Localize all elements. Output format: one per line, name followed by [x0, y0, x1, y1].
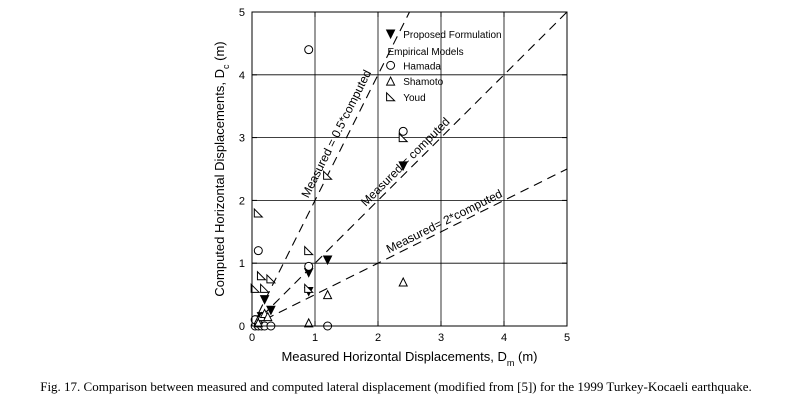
point-hamada — [304, 45, 314, 55]
x-tick-label: 5 — [564, 332, 570, 344]
point-proposed-formulation — [259, 295, 270, 305]
point-proposed-formulation — [266, 305, 276, 316]
point-youd — [398, 132, 409, 143]
point-shamoto — [322, 289, 333, 300]
point-hamada — [398, 126, 408, 136]
x-tick-label: 0 — [249, 332, 255, 344]
legend-marker — [385, 75, 396, 86]
point-youd — [260, 283, 270, 293]
point-proposed-formulation — [322, 255, 333, 266]
point-hamada — [304, 261, 314, 271]
y-axis-label: Computed Horizontal Displacements, Dc (m… — [212, 41, 231, 296]
reference-line — [251, 11, 410, 327]
axis-ticks: 0 1 2 3 4 5 0 1 2 3 4 5 — [239, 7, 570, 344]
x-axis-label: Measured Horizontal Displacements, Dm (m… — [281, 349, 537, 368]
point-youd — [304, 245, 314, 256]
figure-caption: Fig. 17. Comparison between measured and… — [40, 379, 752, 394]
reference-line — [251, 11, 568, 327]
legend-label: Proposed Formulation — [403, 30, 501, 41]
plot-frame — [251, 11, 568, 327]
reference-line-label: Measured= 2*computed — [384, 187, 505, 257]
y-tick-label: 1 — [239, 258, 245, 270]
y-tick-label: 4 — [239, 70, 245, 82]
point-shamoto — [398, 276, 409, 287]
reference-line — [251, 168, 568, 327]
x-tick-label: 2 — [375, 332, 381, 344]
point-youd — [250, 283, 261, 293]
point-youd — [304, 283, 314, 293]
legend-label: Shamoto — [403, 77, 443, 88]
y-tick-label: 3 — [239, 133, 245, 145]
y-tick-label: 2 — [239, 195, 245, 207]
x-tick-label: 3 — [438, 332, 444, 344]
point-youd — [253, 207, 264, 218]
reference-lines — [251, 11, 568, 327]
point-hamada — [253, 246, 263, 256]
x-tick-label: 4 — [501, 332, 507, 344]
legend-heading: Empirical Models — [387, 47, 463, 58]
legend: Proposed Formulation Empirical Models Hama… — [385, 29, 502, 104]
legend-label: Youd — [403, 93, 425, 104]
legend-marker — [385, 29, 396, 40]
y-tick-label: 5 — [239, 7, 245, 19]
grid-lines — [252, 12, 567, 326]
point-youd — [256, 270, 267, 281]
point-youd — [323, 170, 333, 180]
legend-marker — [386, 91, 396, 102]
legend-marker — [386, 60, 396, 70]
reference-line-label: Measured = 0.5*computed — [298, 68, 374, 200]
y-tick-label: 0 — [239, 321, 245, 333]
legend-label: Hamada — [403, 61, 441, 72]
point-shamoto — [253, 317, 264, 328]
point-proposed-formulation — [398, 161, 409, 171]
x-tick-label: 1 — [312, 332, 318, 344]
data-points — [250, 45, 409, 331]
point-shamoto — [262, 311, 273, 322]
point-youd — [266, 273, 277, 284]
point-shamoto — [303, 317, 314, 328]
